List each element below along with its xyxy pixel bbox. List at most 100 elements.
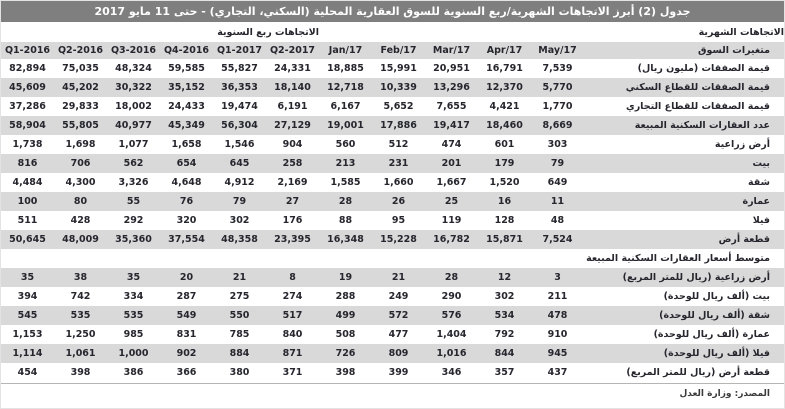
data-cell: 398 — [54, 363, 107, 382]
data-cell: 499 — [319, 306, 372, 325]
data-cell: 258 — [266, 154, 319, 173]
data-cell: 45,349 — [160, 116, 213, 135]
row-label: فيلا — [584, 211, 784, 230]
data-cell: 18,460 — [478, 116, 531, 135]
column-header: Mar/17 — [425, 42, 478, 59]
data-cell: 902 — [160, 344, 213, 363]
data-cell: 3 — [531, 268, 584, 287]
group-header-monthly: الاتجاهات الشهرية — [584, 22, 784, 42]
data-cell: 1,114 — [1, 344, 54, 363]
data-cell: 535 — [54, 306, 107, 325]
data-cell: 1,770 — [531, 97, 584, 116]
section-header: متوسط أسعار العقارات السكنية المبيعة — [1, 249, 784, 268]
data-cell: 45,202 — [54, 78, 107, 97]
data-cell: 45,609 — [1, 78, 54, 97]
data-cell: 550 — [213, 306, 266, 325]
table-title: جدول (2) أبرز الاتجاهات الشهرية/ربع السن… — [1, 1, 784, 22]
data-cell: 27 — [266, 192, 319, 211]
table-row: بيت 79 179 201 231 213 258 645 654 562 706 816 — [1, 154, 784, 173]
data-cell: 871 — [266, 344, 319, 363]
data-cell: 56,304 — [213, 116, 266, 135]
data-cell: 910 — [531, 325, 584, 344]
data-cell: 15,871 — [478, 230, 531, 249]
data-cell: 726 — [319, 344, 372, 363]
data-cell: 562 — [107, 154, 160, 173]
column-header-row: متغيرات السوق May/17 Apr/17 Mar/17 Feb/17 Ja… — [1, 42, 784, 59]
data-cell: 366 — [160, 363, 213, 382]
data-cell: 474 — [425, 135, 478, 154]
data-cell: 742 — [54, 287, 107, 306]
data-cell: 290 — [425, 287, 478, 306]
data-cell: 601 — [478, 135, 531, 154]
trends-table: الاتجاهات الشهرية الاتجاهات ربع السنوية … — [1, 22, 784, 382]
data-cell: 213 — [319, 154, 372, 173]
data-cell: 16,791 — [478, 59, 531, 78]
data-cell: 15,228 — [372, 230, 425, 249]
data-cell: 645 — [213, 154, 266, 173]
data-cell: 549 — [160, 306, 213, 325]
column-header: Apr/17 — [478, 42, 531, 59]
data-cell: 80 — [54, 192, 107, 211]
data-cell: 16 — [478, 192, 531, 211]
data-cell: 399 — [372, 363, 425, 382]
data-cell: 79 — [213, 192, 266, 211]
data-cell: 386 — [107, 363, 160, 382]
data-cell: 75,035 — [54, 59, 107, 78]
data-cell: 29,833 — [54, 97, 107, 116]
data-cell: 535 — [107, 306, 160, 325]
data-cell: 334 — [107, 287, 160, 306]
table-row: قيمة الصفقات (مليون ريال) 7,539 16,791 20,9… — [1, 59, 784, 78]
data-cell: 302 — [478, 287, 531, 306]
table-row: عمارة 11 16 25 26 28 27 79 76 55 80 100 — [1, 192, 784, 211]
market-variables-header: متغيرات السوق — [584, 42, 784, 59]
data-cell: 985 — [107, 325, 160, 344]
data-cell: 25 — [425, 192, 478, 211]
table-row: شقة 649 1,520 1,667 1,660 1,585 2,169 4,912 4,64… — [1, 173, 784, 192]
data-cell: 76 — [160, 192, 213, 211]
data-cell: 945 — [531, 344, 584, 363]
data-cell: 649 — [531, 173, 584, 192]
data-cell: 18,140 — [266, 78, 319, 97]
data-cell: 844 — [478, 344, 531, 363]
data-cell: 5,652 — [372, 97, 425, 116]
row-label: شقة — [584, 173, 784, 192]
data-cell: 48,009 — [54, 230, 107, 249]
data-cell: 176 — [266, 211, 319, 230]
row-label: قطعة أرض — [584, 230, 784, 249]
row-label: أرض زراعية (ريال للمتر المربع) — [584, 268, 784, 287]
column-header: 2017-Q2 — [266, 42, 319, 59]
data-cell: 58,904 — [1, 116, 54, 135]
data-cell: 1,077 — [107, 135, 160, 154]
data-cell: 792 — [478, 325, 531, 344]
data-cell: 5,770 — [531, 78, 584, 97]
column-header: 2016-Q3 — [107, 42, 160, 59]
data-cell: 35 — [1, 268, 54, 287]
data-cell: 17,886 — [372, 116, 425, 135]
table-body: قيمة الصفقات (مليون ريال) 7,539 16,791 20,9… — [1, 59, 784, 382]
table-row: فيلا (ألف ريال للوحدة) 945 844 1,016 809 726 8… — [1, 344, 784, 363]
data-cell: 302 — [213, 211, 266, 230]
data-cell: 534 — [478, 306, 531, 325]
data-cell: 179 — [478, 154, 531, 173]
data-cell: 50,645 — [1, 230, 54, 249]
data-cell: 12 — [478, 268, 531, 287]
section-row: متوسط أسعار العقارات السكنية المبيعة — [1, 249, 784, 268]
data-cell: 508 — [319, 325, 372, 344]
row-label: قيمة الصفقات (مليون ريال) — [584, 59, 784, 78]
data-cell: 38 — [54, 268, 107, 287]
data-cell: 320 — [160, 211, 213, 230]
data-cell: 809 — [372, 344, 425, 363]
row-label: عدد العقارات السكنية المبيعة — [584, 116, 784, 135]
row-label: عمارة (ألف ريال للوحدة) — [584, 325, 784, 344]
row-label: فيلا (ألف ريال للوحدة) — [584, 344, 784, 363]
data-cell: 16,348 — [319, 230, 372, 249]
data-cell: 572 — [372, 306, 425, 325]
data-cell: 1,250 — [54, 325, 107, 344]
data-cell: 12,370 — [478, 78, 531, 97]
data-cell: 287 — [160, 287, 213, 306]
group-header-row: الاتجاهات الشهرية الاتجاهات ربع السنوية — [1, 22, 784, 42]
data-cell: 1,016 — [425, 344, 478, 363]
data-cell: 23,395 — [266, 230, 319, 249]
data-cell: 55 — [107, 192, 160, 211]
data-cell: 88 — [319, 211, 372, 230]
